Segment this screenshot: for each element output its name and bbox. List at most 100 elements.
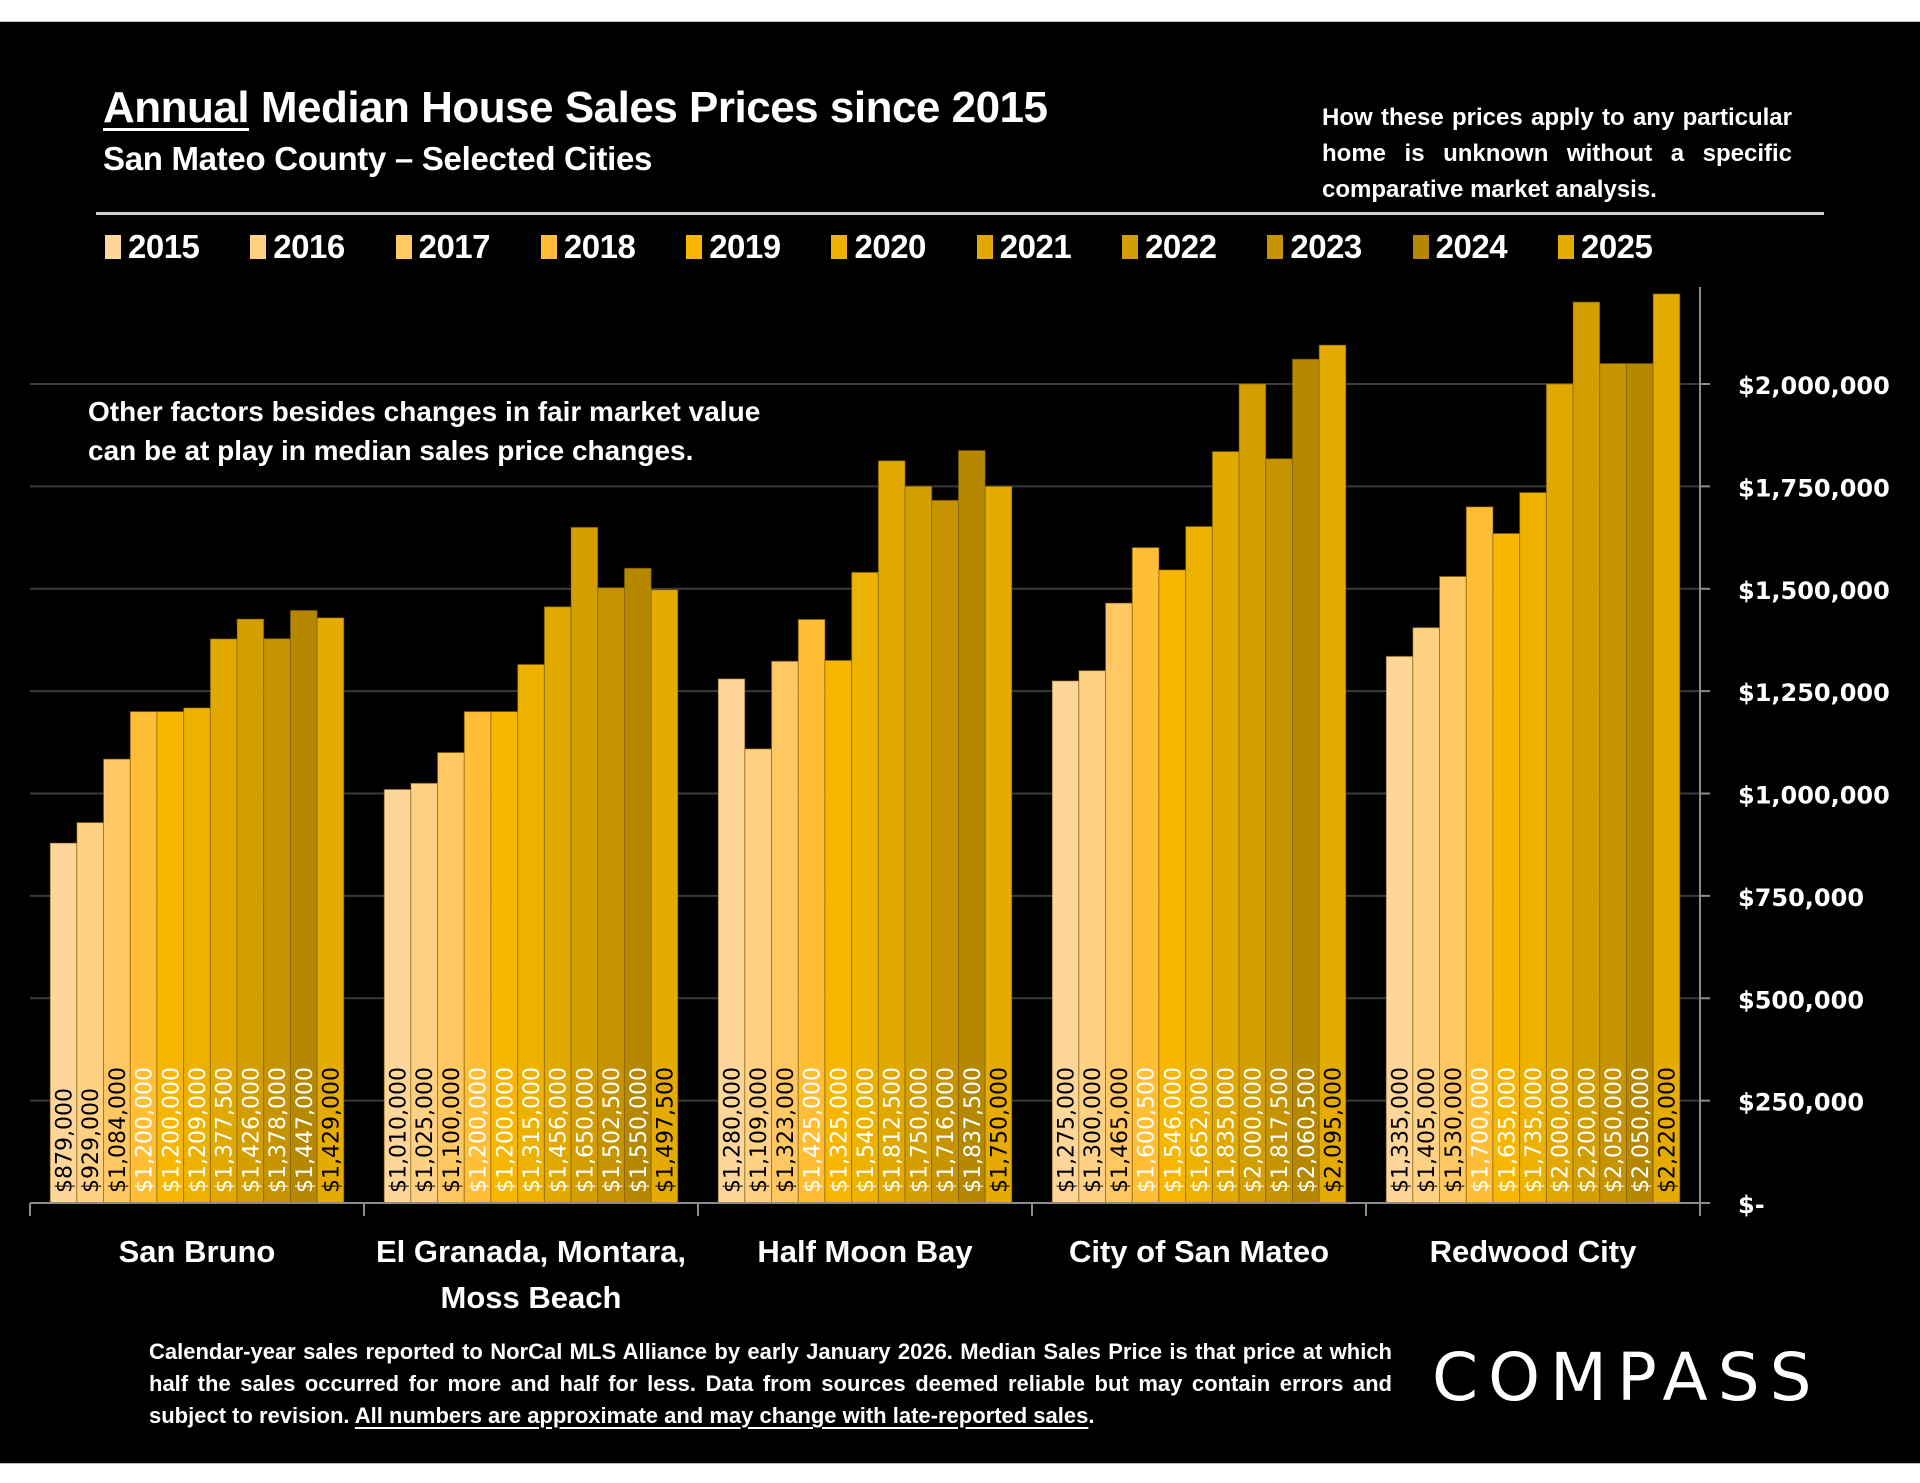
bar-2025 [1652,293,1681,1204]
legend-swatch [1122,235,1139,259]
legend-item-2020: 2020 [831,228,976,266]
bar-2020 [1185,526,1213,1204]
y-tick-label: $250,000 [1738,1089,1864,1117]
bar-2019 [1158,569,1187,1204]
legend-label: 2025 [1580,228,1653,265]
bar-2024 [1625,363,1654,1204]
bar-value-label: $1,378,000 [266,1067,291,1193]
chart-title-rest: Median House Sales Prices since 2015 [249,83,1048,132]
bar-2024 [1291,358,1320,1204]
bar-2015 [49,842,78,1204]
x-category-label: Redwood City [1430,1234,1637,1269]
compass-logo: COMPASS [1432,1339,1842,1425]
legend-item-2018: 2018 [540,228,686,266]
bar-2019 [490,711,519,1204]
legend-item-2017: 2017 [395,228,541,266]
legend-item-2016: 2016 [250,228,395,266]
legend-label: 2020 [854,228,926,265]
bar-value-label: $1,325,000 [827,1067,852,1193]
bar-value-label: $1,209,000 [186,1067,211,1193]
bar-value-label: $2,220,000 [1656,1067,1681,1193]
legend-swatch [1267,235,1284,259]
bar-value-label: $1,465,000 [1108,1067,1133,1193]
bar-value-label: $1,650,000 [573,1067,598,1193]
y-tick-label: $1,000,000 [1738,782,1890,810]
footer-underlined-text: All numbers are approximate and may chan… [354,1403,1089,1428]
bar-value-label: $1,550,000 [627,1067,652,1193]
legend-swatch [1557,235,1574,259]
legend-item-2025: 2025 [1557,228,1703,266]
bar-value-label: $1,530,000 [1442,1067,1467,1193]
bar-value-label: $1,200,000 [159,1067,184,1193]
x-category-label: El Granada, Montara, [376,1234,686,1269]
bar-value-label: $1,812,500 [881,1067,906,1193]
bar-value-label: $1,502,500 [600,1067,625,1193]
y-tick-label: $500,000 [1738,986,1864,1014]
bar-value-label: $1,200,000 [467,1067,492,1193]
bar-value-label: $1,600,500 [1135,1067,1160,1193]
bar-2025 [650,589,679,1204]
bar-value-label: $1,546,000 [1161,1067,1186,1193]
bar-2015 [1051,680,1080,1204]
bar-2019 [156,711,185,1204]
bar-value-label: $1,010,000 [387,1067,412,1193]
bar-value-label: $1,275,000 [1055,1067,1080,1193]
bar-value-label: $2,000,000 [1241,1067,1266,1193]
bar-2016 [744,748,773,1204]
bar-value-label: $2,000,000 [1549,1067,1574,1193]
bar-value-label: $1,652,000 [1188,1067,1213,1193]
bar-value-label: $1,300,000 [1081,1067,1106,1193]
disclaimer-note: How these prices apply to any particular… [1322,104,1792,203]
bar-2023 [263,638,291,1204]
x-category-label: Moss Beach [441,1280,622,1315]
bar-2020 [1519,492,1547,1204]
bar-value-label: $1,447,000 [293,1067,318,1193]
bar-value-label: $1,377,500 [213,1067,238,1193]
compass-logo-mark: COMPASS [1432,1339,1812,1416]
bar-value-label: $1,456,000 [547,1067,572,1193]
bar-value-label: $1,750,000 [907,1067,932,1193]
y-tick-label: $1,250,000 [1738,679,1890,707]
legend-item-2019: 2019 [686,228,831,266]
bar-2025 [316,617,345,1204]
y-tick-label: $750,000 [1738,884,1864,912]
y-tick-label: $- [1738,1191,1765,1219]
legend-swatch [976,235,993,259]
bar-2022 [570,526,599,1204]
bar-value-label: $1,497,500 [654,1067,679,1193]
bar-2023 [597,587,625,1204]
legend-swatch [1412,235,1429,259]
legend-label: 2022 [1145,228,1217,265]
bar-2025 [1318,344,1347,1204]
bar-2024 [957,450,986,1204]
legend-swatch [105,235,121,259]
legend-swatch [686,235,703,259]
bar-2023 [1599,363,1627,1204]
bar-value-label: $1,100,000 [440,1067,465,1193]
bar-value-label: $1,025,000 [413,1067,438,1193]
bar-2016 [1412,627,1441,1204]
footer-end: . [1088,1403,1095,1428]
legend-swatch [250,235,267,259]
bar-2024 [623,567,652,1204]
footer-text: Calendar-year sales reported to NorCal M… [149,1339,1392,1428]
bar-value-label: $1,700,000 [1469,1067,1494,1193]
bar-value-label: $1,716,000 [934,1067,959,1193]
x-category-label: City of San Mateo [1069,1234,1329,1269]
bar-value-label: $1,540,000 [854,1067,879,1193]
bar-value-label: $929,000 [79,1088,104,1193]
bar-2018 [463,711,492,1204]
bar-value-label: $879,000 [53,1088,78,1193]
bar-value-label: $1,735,000 [1522,1067,1547,1193]
bar-value-label: $2,095,000 [1322,1067,1347,1193]
bar-value-label: $2,060,500 [1295,1067,1320,1193]
bar-value-label: $1,335,000 [1389,1067,1414,1193]
legend-swatch [831,235,848,259]
bar-value-label: $1,429,000 [320,1067,345,1193]
bar-value-label: $1,323,000 [774,1067,799,1193]
legend-label: 2024 [1435,228,1508,265]
bar-value-label: $1,109,000 [747,1067,772,1193]
bar-2018 [129,711,158,1204]
market-factors-note-line-1: Other factors besides changes in fair ma… [88,396,761,427]
